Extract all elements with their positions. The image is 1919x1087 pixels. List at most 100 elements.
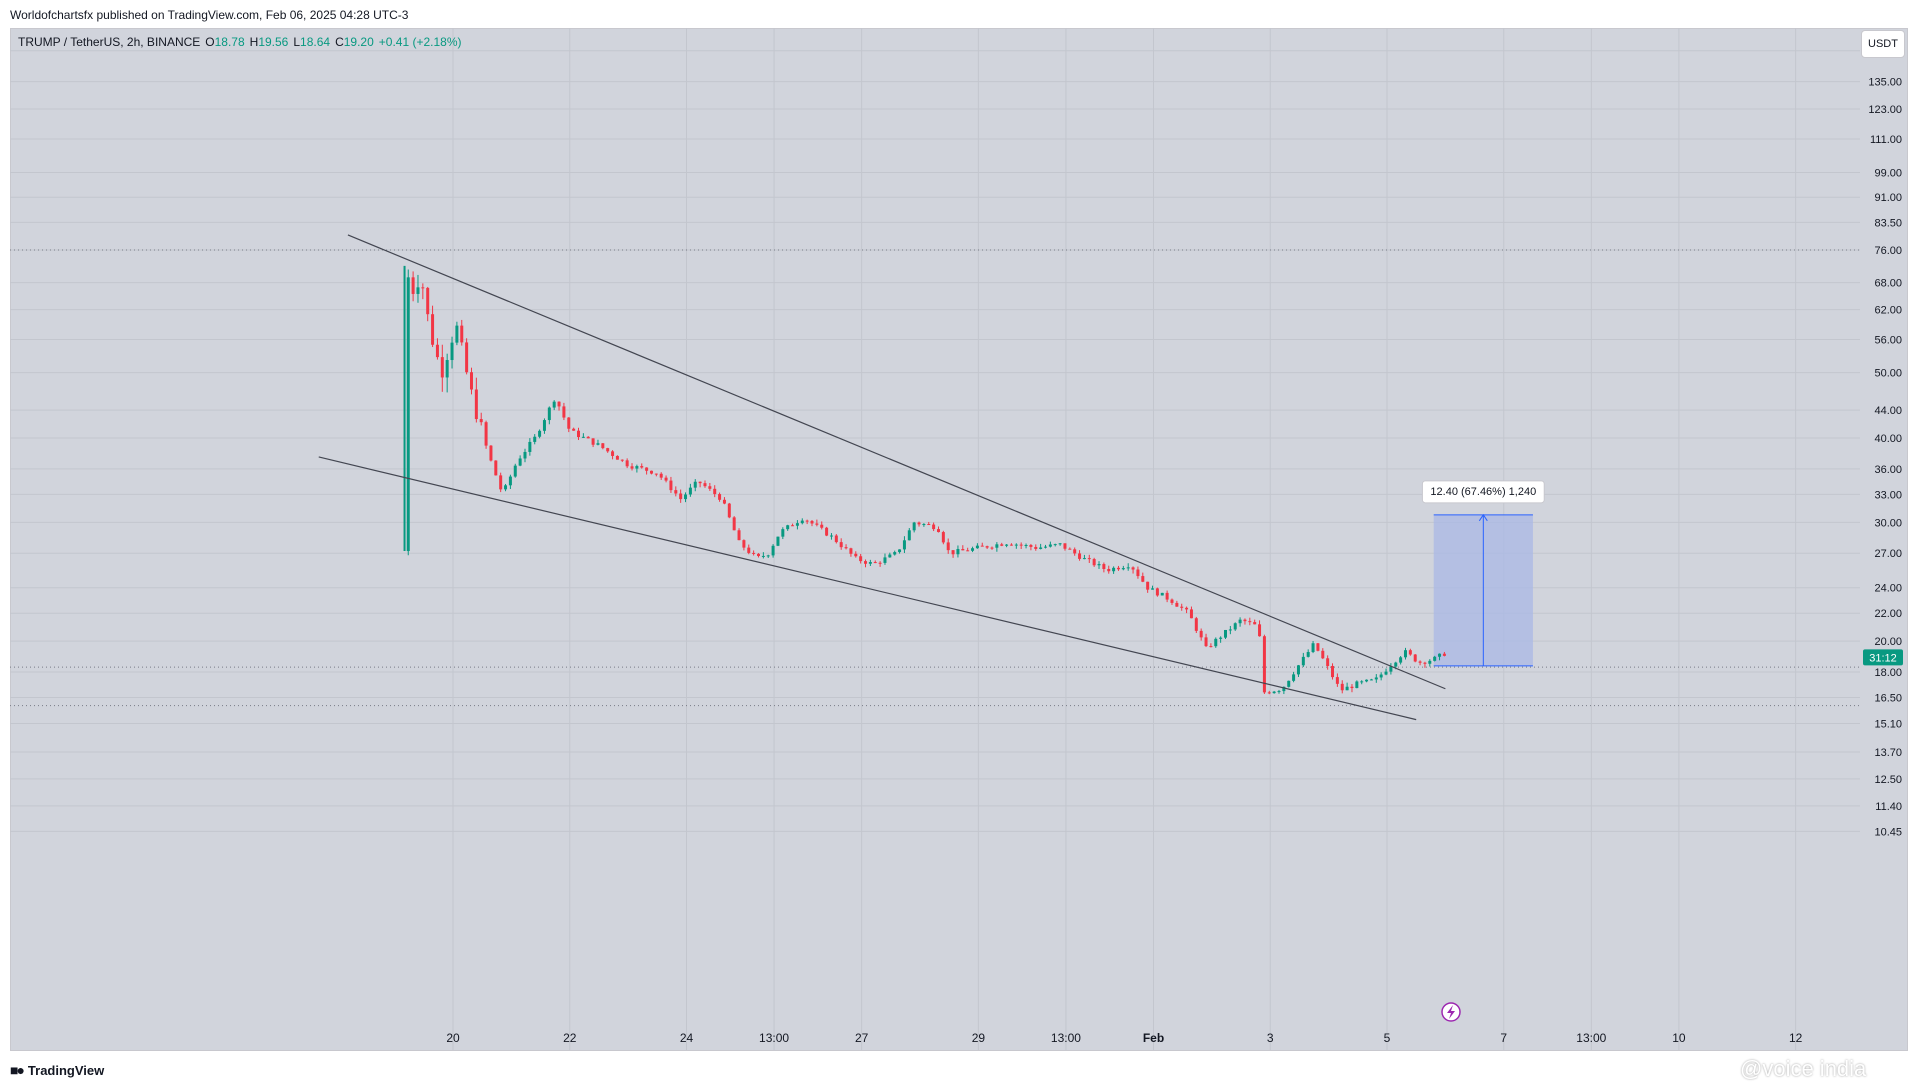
- price-tick-label: 123.00: [1868, 104, 1902, 116]
- candle-body: [1209, 646, 1213, 648]
- candle-body: [820, 524, 824, 528]
- time-tick-label: 7: [1500, 1031, 1507, 1045]
- candle-body: [1014, 544, 1018, 546]
- candle-body: [1326, 658, 1330, 666]
- price-tick-label: 18.00: [1874, 667, 1902, 679]
- time-tick-label: 29: [972, 1031, 986, 1045]
- candle-body: [406, 277, 410, 552]
- candle-body: [684, 494, 688, 500]
- candle-body: [435, 344, 439, 358]
- price-tick-label: 12.50: [1874, 774, 1902, 786]
- candle-body: [1024, 544, 1028, 546]
- candle-body: [411, 277, 415, 294]
- candle-body: [513, 465, 517, 477]
- candle-body: [1097, 564, 1101, 566]
- candle-body: [1428, 660, 1432, 664]
- price-tick-label: 40.00: [1874, 433, 1902, 445]
- candle-body: [854, 553, 858, 557]
- price-tick-label: 56.00: [1874, 334, 1902, 346]
- candle-body: [499, 475, 503, 490]
- candle-body: [1175, 602, 1179, 607]
- candle-body: [450, 342, 454, 361]
- candle-body: [1272, 691, 1276, 694]
- candle-body: [1160, 592, 1164, 596]
- candle-body: [951, 550, 955, 555]
- candle-body: [1146, 581, 1150, 590]
- candle-body: [995, 544, 999, 548]
- candle-body: [688, 487, 692, 495]
- candle-body: [1053, 544, 1057, 546]
- candle-body: [786, 525, 790, 530]
- candle-body: [941, 532, 945, 543]
- trendline-upper[interactable]: [347, 234, 1446, 690]
- price-tick-label: 24.00: [1874, 583, 1902, 595]
- candle-body: [1228, 629, 1232, 631]
- candle-body: [737, 530, 741, 541]
- candle-body: [1379, 674, 1383, 678]
- candle-body: [1345, 686, 1349, 691]
- tradingview-logo[interactable]: ■● TradingView: [10, 1062, 104, 1078]
- candle-body: [547, 407, 551, 421]
- candle-body: [1082, 558, 1086, 560]
- watermark: @voice india: [1740, 1056, 1867, 1081]
- candle-body: [1029, 544, 1033, 547]
- candle-body: [873, 562, 877, 564]
- tradingview-logo-icon: ■●: [10, 1062, 25, 1078]
- candle-body: [1282, 686, 1286, 692]
- candle-body: [421, 287, 425, 289]
- candle-body: [1204, 637, 1208, 647]
- candle-body: [902, 540, 906, 550]
- candle-body: [756, 553, 760, 557]
- candle-body: [898, 549, 902, 553]
- candle-body: [1301, 656, 1305, 666]
- candle-body: [1116, 567, 1120, 570]
- candle-body: [489, 445, 493, 461]
- candle-body: [966, 550, 970, 552]
- time-tick-label: 13:00: [1576, 1031, 1606, 1045]
- candle-body: [1369, 679, 1373, 681]
- high-value: 19.56: [258, 35, 289, 49]
- time-tick-label: 10: [1672, 1031, 1686, 1045]
- candle-body: [747, 547, 751, 553]
- candle-body: [800, 520, 804, 524]
- tradingview-brand: TradingView: [27, 1062, 105, 1078]
- candle-body: [834, 535, 838, 543]
- candle-body: [761, 555, 765, 557]
- candle-body: [1092, 559, 1096, 566]
- high-label: H: [249, 35, 259, 49]
- candle-body: [1194, 618, 1198, 631]
- currency-unit-button[interactable]: USDT: [1861, 30, 1905, 58]
- open-label: O: [205, 35, 215, 49]
- lightning-icon: [1447, 1005, 1455, 1019]
- time-tick-label: 3: [1267, 1031, 1274, 1045]
- symbol-legend: TRUMP / TetherUS, 2h, BINANCE O18.78 H19…: [18, 35, 462, 49]
- candle-body: [727, 503, 731, 518]
- candle-body: [1438, 653, 1442, 657]
- candle-body: [1238, 619, 1242, 624]
- candle-body: [1180, 606, 1184, 608]
- symbol-name: TRUMP / TetherUS, 2h, BINANCE: [18, 35, 201, 49]
- candle-body: [465, 342, 469, 373]
- time-tick-label: 12: [1789, 1031, 1803, 1045]
- candle-body: [620, 459, 624, 461]
- candle-body: [805, 520, 809, 522]
- candle-body: [844, 547, 848, 549]
- candle-body: [494, 460, 498, 476]
- candle-body: [1442, 653, 1446, 656]
- price-tick-label: 15.10: [1874, 718, 1902, 730]
- candle-body: [917, 522, 921, 525]
- candle-body: [552, 401, 556, 408]
- candle-body: [1039, 547, 1043, 549]
- current-price-countdown: 31:12: [1869, 652, 1897, 664]
- trendline-lower[interactable]: [318, 456, 1417, 721]
- candle-body: [1000, 544, 1004, 546]
- candle-body: [1151, 588, 1155, 590]
- candle-body: [460, 325, 464, 343]
- candle-body: [640, 466, 644, 468]
- candle-body: [1087, 558, 1091, 560]
- time-tick-label: 27: [855, 1031, 869, 1045]
- price-tick-label: 62.00: [1874, 305, 1902, 317]
- candle-body: [864, 561, 868, 564]
- candle-body: [1277, 691, 1281, 693]
